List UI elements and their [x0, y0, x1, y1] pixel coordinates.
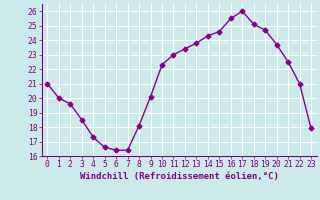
X-axis label: Windchill (Refroidissement éolien,°C): Windchill (Refroidissement éolien,°C) [80, 172, 279, 181]
